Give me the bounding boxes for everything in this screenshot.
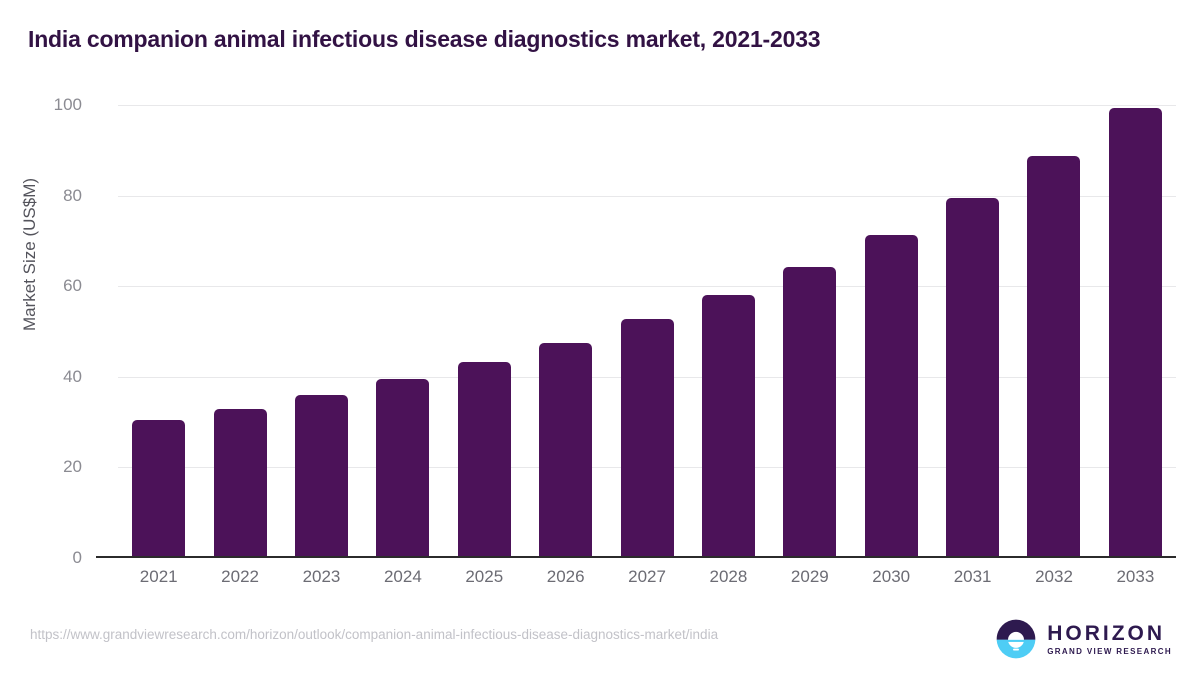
bar-slot <box>118 105 199 556</box>
plot-area: 0 20 40 60 80 100 <box>54 95 1176 567</box>
y-axis-tick-label: 40 <box>63 366 82 386</box>
y-axis-tick-label: 20 <box>63 457 82 477</box>
bar-slot <box>932 105 1013 556</box>
logo-wordmark: HORIZON <box>1047 621 1166 645</box>
bar-2022[interactable] <box>213 408 267 556</box>
bar-slot <box>199 105 280 556</box>
bar-2024[interactable] <box>376 379 430 556</box>
x-axis-tick-label: 2026 <box>546 567 585 586</box>
y-axis-tick-label: 0 <box>72 548 82 567</box>
logo-tagline: GRAND VIEW RESEARCH <box>1047 646 1172 656</box>
bar-slot <box>688 105 769 556</box>
x-axis-tick-label: 2028 <box>709 567 748 586</box>
x-axis-tick-label: 2029 <box>790 567 829 586</box>
gridline <box>118 286 1176 288</box>
horizon-logo: HORIZON GRAND VIEW RESEARCH <box>995 617 1172 661</box>
bar-slot <box>444 105 525 556</box>
x-axis-tick-label: 2021 <box>139 567 178 586</box>
source-url[interactable]: https://www.grandviewresearch.com/horizo… <box>30 627 719 642</box>
bar-2025[interactable] <box>457 361 511 556</box>
bar-slot <box>525 105 606 556</box>
x-axis-tick-label: 2025 <box>465 567 504 586</box>
x-axis-line <box>118 556 1176 558</box>
bar-slot <box>606 105 687 556</box>
x-axis-tick-label: 2031 <box>953 567 992 586</box>
bar-series <box>118 105 1176 556</box>
bar-slot <box>281 105 362 556</box>
bar-slot <box>769 105 850 556</box>
x-axis-tick-label: 2024 <box>383 567 422 586</box>
y-axis-tick-label: 80 <box>63 185 82 205</box>
bar-2021[interactable] <box>132 420 186 556</box>
y-axis-tick-label: 100 <box>53 95 82 114</box>
y-axis-tick-label: 60 <box>63 276 82 296</box>
bar-slot <box>1013 105 1094 556</box>
x-axis-tick-label: 2022 <box>221 567 259 586</box>
horizon-sun-circle-icon <box>996 619 1036 659</box>
bar-2027[interactable] <box>620 319 674 556</box>
logo-text: HORIZON GRAND VIEW RESEARCH <box>1047 623 1172 656</box>
bar-2029[interactable] <box>783 267 837 556</box>
bar-2026[interactable] <box>539 343 593 556</box>
x-axis-tick-label: 2027 <box>628 567 666 586</box>
bar-2031[interactable] <box>946 198 1000 556</box>
bar-2032[interactable] <box>1027 155 1081 556</box>
x-axis-line-stub <box>96 556 118 558</box>
x-axis-tick-labels: 2021 2022 2023 2024 2025 2026 2027 2028 2029 2030… <box>118 567 1176 587</box>
x-axis-tick-label: 2030 <box>872 567 911 586</box>
gridline <box>118 195 1176 197</box>
page-title: India companion animal infectious diseas… <box>28 26 821 52</box>
x-axis-tick-label: 2033 <box>1116 567 1155 586</box>
bar-slot <box>851 105 932 556</box>
x-axis-tick-label: 2023 <box>302 567 341 586</box>
bar-slot <box>1095 105 1176 556</box>
bar-2030[interactable] <box>864 235 918 556</box>
bar-2028[interactable] <box>701 295 755 556</box>
bar-2033[interactable] <box>1108 107 1162 556</box>
gridline <box>118 105 1176 106</box>
x-axis-tick-label: 2032 <box>1035 567 1073 586</box>
bar-2023[interactable] <box>294 395 348 556</box>
bar-slot <box>362 105 443 556</box>
